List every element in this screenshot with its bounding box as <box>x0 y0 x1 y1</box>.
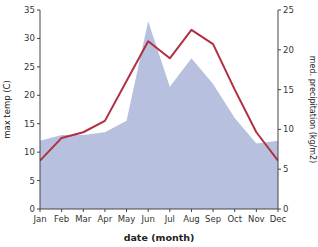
x-tick <box>256 209 257 212</box>
yticks-tick <box>37 123 40 124</box>
x-tick <box>104 209 105 212</box>
yticks-tick <box>37 180 40 181</box>
y2ticks-tick <box>278 89 281 90</box>
x-tick <box>191 209 192 212</box>
x-tick-label: Jun <box>141 214 155 224</box>
y2ticks-tick-label: 10 <box>283 124 294 134</box>
chart: JanFebMarAprMayJunJulAugSepOctNovDec0510… <box>0 0 318 247</box>
x-tick-label: Jul <box>164 214 175 224</box>
y-axis-label: max temp (C) <box>2 80 12 139</box>
y2ticks-tick <box>278 129 281 130</box>
x-axis-label: date (month) <box>124 232 195 243</box>
x-tick <box>148 209 149 212</box>
y2ticks-tick-label: 25 <box>283 5 294 15</box>
yticks-tick <box>37 95 40 96</box>
x-tick <box>213 209 214 212</box>
area <box>40 21 278 209</box>
yticks-tick <box>37 66 40 67</box>
x-tick-label: Feb <box>54 214 69 224</box>
y2-axis-label: med. precipitation (kg/m2) <box>308 56 317 163</box>
yticks-tick-label: 15 <box>24 119 35 129</box>
y2ticks-tick-label: 5 <box>283 164 288 174</box>
yticks-tick-label: 35 <box>24 5 35 15</box>
yticks-tick-label: 30 <box>24 33 35 43</box>
line <box>40 30 278 161</box>
y2ticks-tick <box>278 49 281 50</box>
x-tick-label: Oct <box>227 214 242 224</box>
yticks-tick-label: 0 <box>29 204 34 214</box>
x-tick-label: Dec <box>270 214 287 224</box>
x-tick-label: Sep <box>205 214 221 224</box>
yticks-tick-label: 20 <box>24 90 35 100</box>
chart-container: JanFebMarAprMayJunJulAugSepOctNovDec0510… <box>0 0 318 247</box>
x-tick-label: Nov <box>248 214 265 224</box>
x-tick <box>61 209 62 212</box>
yticks-tick-label: 10 <box>24 147 35 157</box>
x-tick <box>169 209 170 212</box>
y-axis-line <box>40 10 41 209</box>
x-axis-line <box>40 209 278 210</box>
y2ticks-tick-label: 15 <box>283 85 294 95</box>
x-tick <box>126 209 127 212</box>
x-tick <box>234 209 235 212</box>
yticks-tick <box>37 152 40 153</box>
yticks-tick <box>37 10 40 11</box>
x-tick-label: Mar <box>75 214 92 224</box>
x-tick-label: May <box>118 214 136 224</box>
x-tick-label: Apr <box>98 214 113 224</box>
x-tick-label: Jan <box>32 214 46 224</box>
marks <box>40 21 278 209</box>
x-tick-label: Aug <box>183 214 200 224</box>
y2ticks-tick <box>278 209 281 210</box>
y2ticks-tick <box>278 10 281 11</box>
y2ticks-tick <box>278 169 281 170</box>
yticks-tick <box>37 38 40 39</box>
yticks-tick-label: 25 <box>24 62 35 72</box>
y2ticks-tick-label: 20 <box>283 45 294 55</box>
y2-axis-line <box>278 10 279 209</box>
y2ticks-tick-label: 0 <box>283 204 288 214</box>
yticks-tick-label: 5 <box>29 176 34 186</box>
yticks-tick <box>37 209 40 210</box>
x-tick <box>83 209 84 212</box>
